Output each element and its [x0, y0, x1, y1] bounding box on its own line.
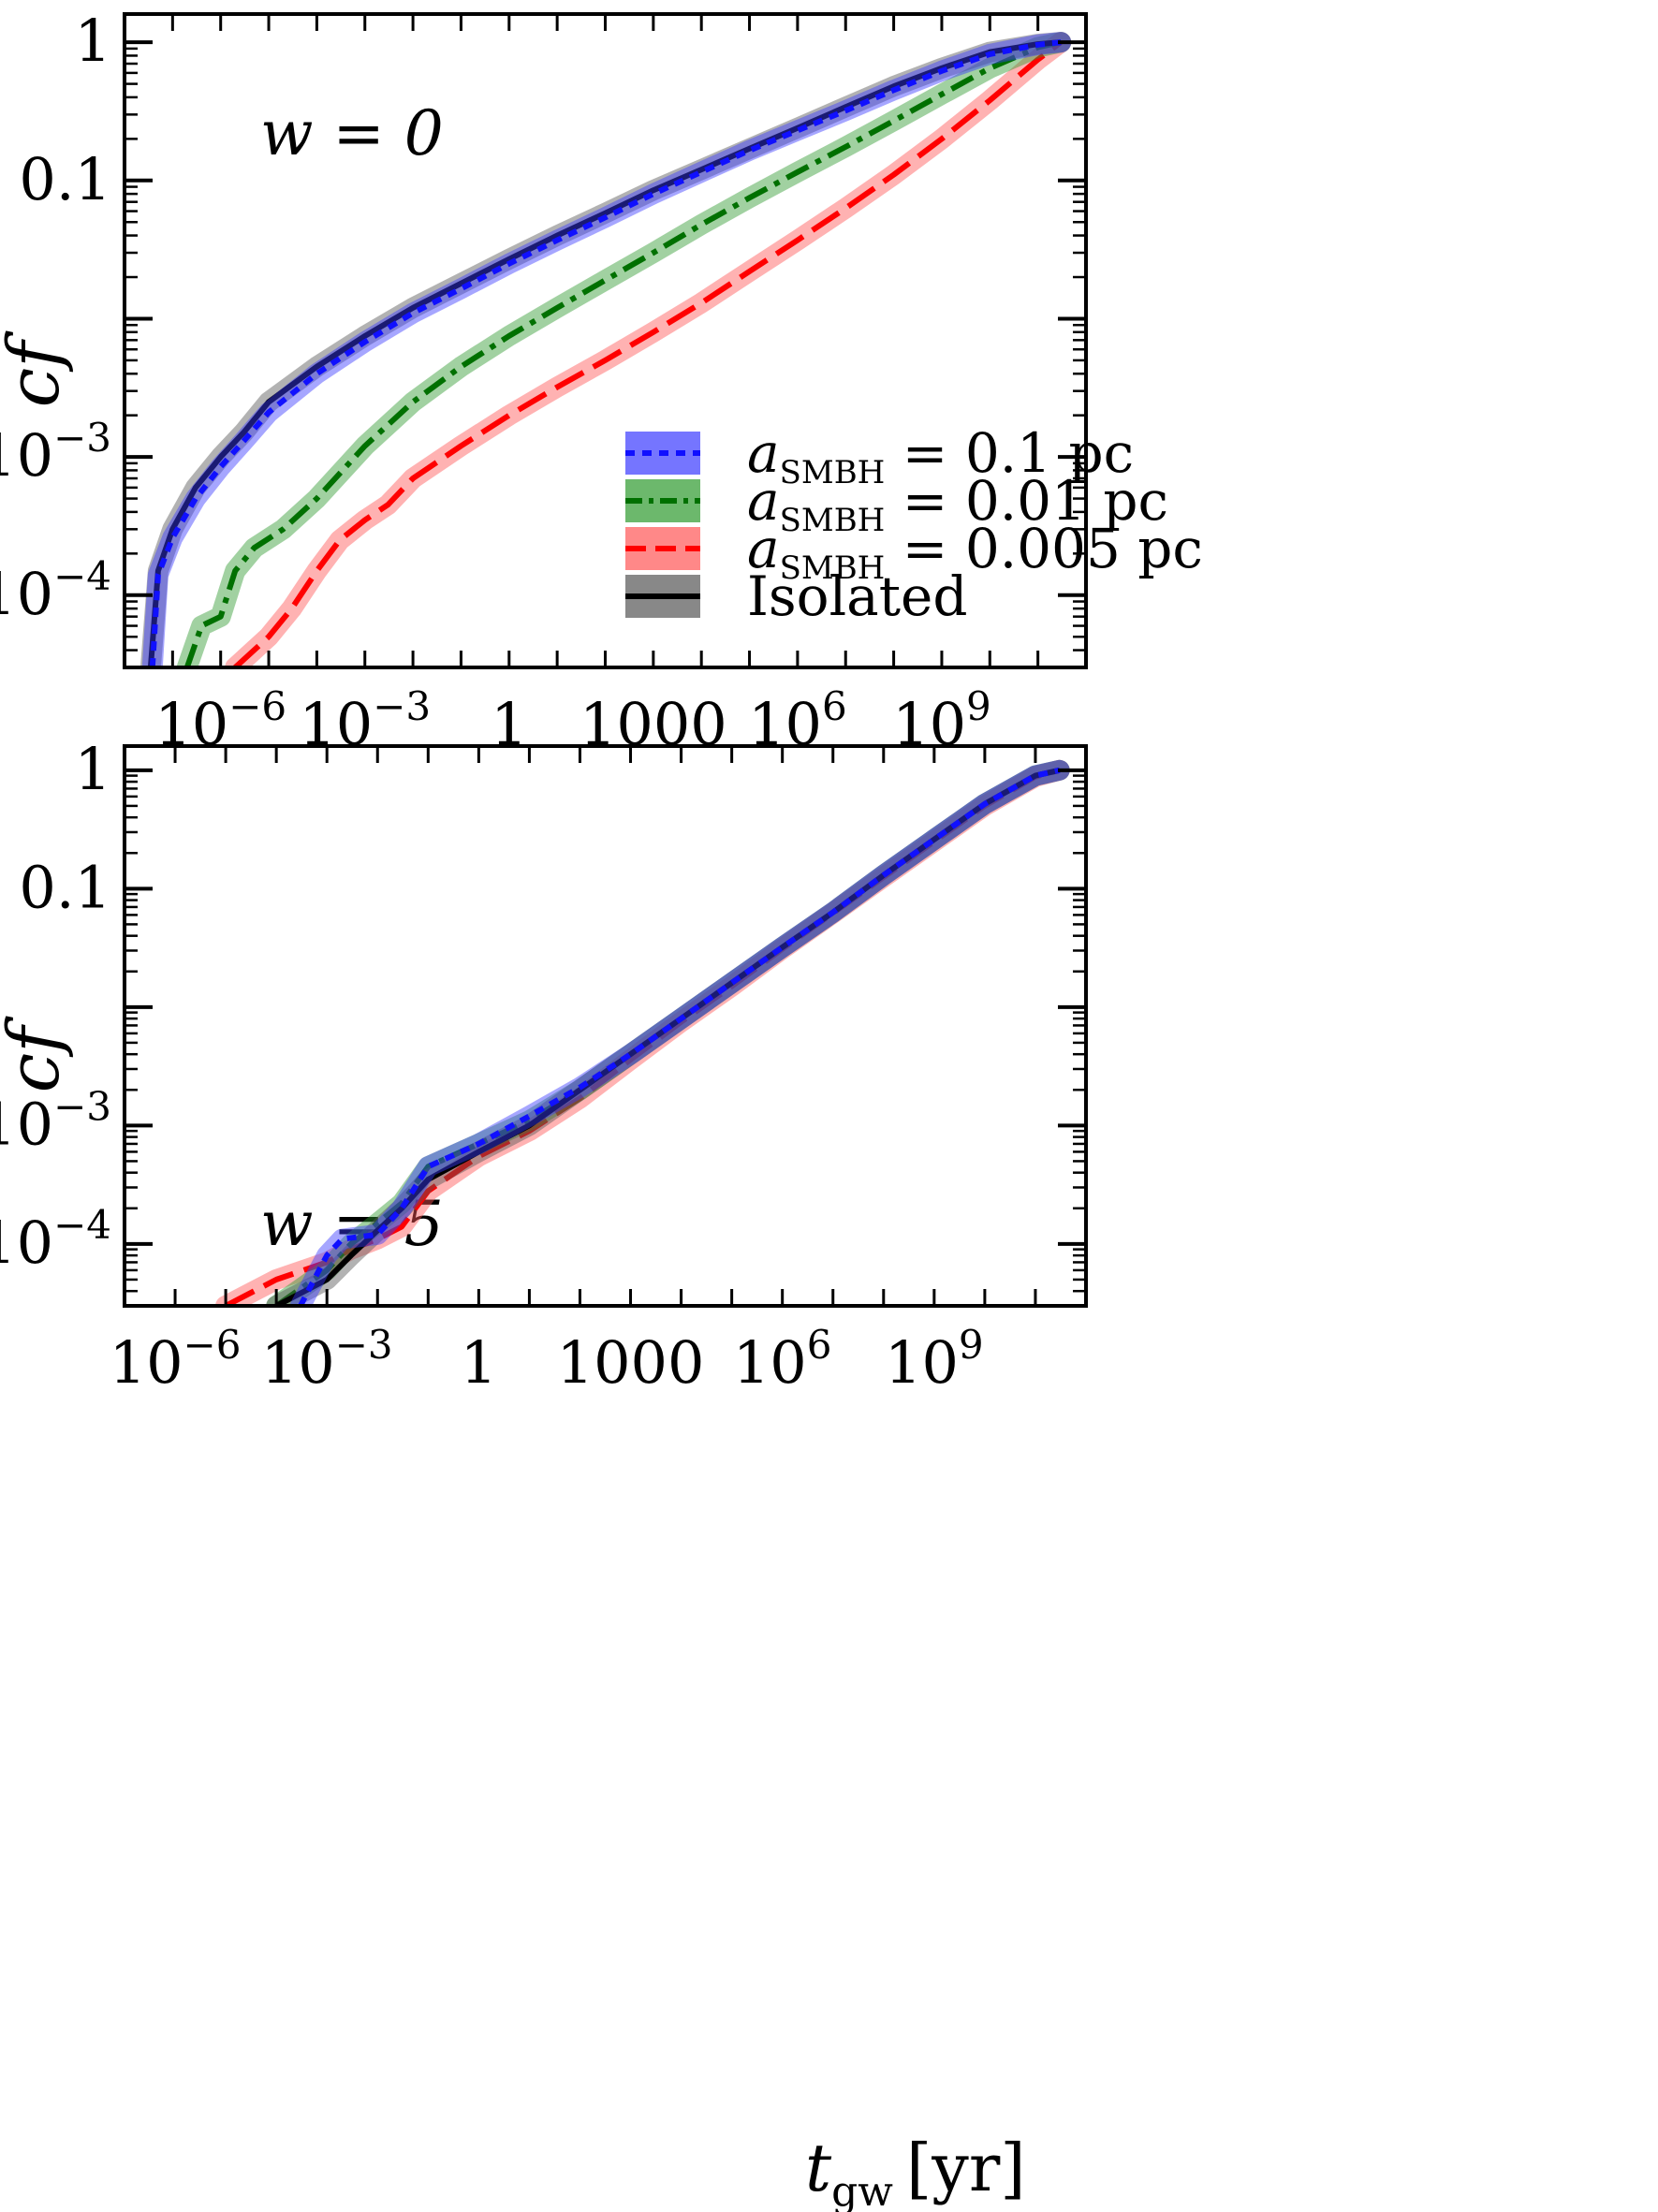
- axis-ticks: [123, 14, 1088, 669]
- x-tick-labels: 10−6 10−3 1 1000 106 109: [110, 1322, 984, 1397]
- svg-text:tgw[yr]: tgw [yr]: [805, 2130, 1026, 2212]
- y-axis-title: cf: [0, 1016, 75, 1093]
- series-band-blue: [141, 32, 1072, 667]
- y-tick-label: 10−3: [0, 1083, 111, 1158]
- x-axis-title-sub: gw: [831, 2168, 893, 2212]
- x-axis-title-math: t: [805, 2130, 832, 2206]
- x-tick-label: 10−6: [154, 683, 286, 758]
- series-line-green: [183, 39, 1062, 667]
- y-tick-label: 10−4: [0, 1202, 111, 1277]
- x-tick-label: 106: [733, 1322, 832, 1397]
- y-tick-label: 10−3: [0, 415, 111, 490]
- series-line-black: [147, 39, 1062, 667]
- x-axis-title: tgw [yr]: [805, 2130, 1026, 2212]
- y-tick-label: 1: [75, 7, 111, 75]
- legend-label: Isolated: [747, 564, 967, 628]
- x-tick-label: 1: [461, 1328, 497, 1397]
- x-tick-label: 10−3: [261, 1322, 393, 1397]
- legend-label: aSMBH = 0.1 pc: [747, 421, 1134, 491]
- x-tick-label: 1000: [557, 1328, 705, 1397]
- legend-entry: aSMBH = 0.005 pc: [625, 517, 1203, 587]
- y-tick-label: 0.1: [19, 145, 111, 213]
- panel-label-top: w = 0: [260, 97, 444, 169]
- plot-area: [215, 759, 1070, 1306]
- legend-label: aSMBH = 0.005 pc: [747, 517, 1203, 587]
- y-tick-labels: 1 0.1 10−3 10−4: [0, 735, 111, 1277]
- legend-entry: Isolated: [625, 564, 967, 628]
- axis-ticks: [123, 746, 1088, 1308]
- y-tick-label: 0.1: [19, 853, 111, 921]
- x-tick-label: 10−6: [110, 1322, 242, 1397]
- legend-label: aSMBH = 0.01 pc: [747, 469, 1168, 539]
- y-axis-title: cf: [0, 330, 75, 408]
- legend-entry: aSMBH = 0.1 pc: [625, 421, 1134, 491]
- panel-top: w = 0 10−610−31100010610910.110−310−4cfa…: [0, 7, 1203, 758]
- series-line-red: [233, 39, 1064, 667]
- y-tick-label: 1: [75, 735, 111, 803]
- x-tick-label: 1: [491, 690, 527, 758]
- x-tick-label: 109: [885, 1322, 984, 1397]
- y-tick-labels: 1 0.1 10−3 10−4: [0, 7, 111, 628]
- legend-entry: aSMBH = 0.01 pc: [625, 469, 1168, 539]
- plot-area: [139, 32, 1072, 667]
- x-axis-title-unit: [yr]: [906, 2130, 1026, 2206]
- series-line-blue: [298, 767, 1061, 1306]
- x-tick-label: 1000: [580, 690, 727, 758]
- y-tick-label: 10−4: [0, 553, 111, 628]
